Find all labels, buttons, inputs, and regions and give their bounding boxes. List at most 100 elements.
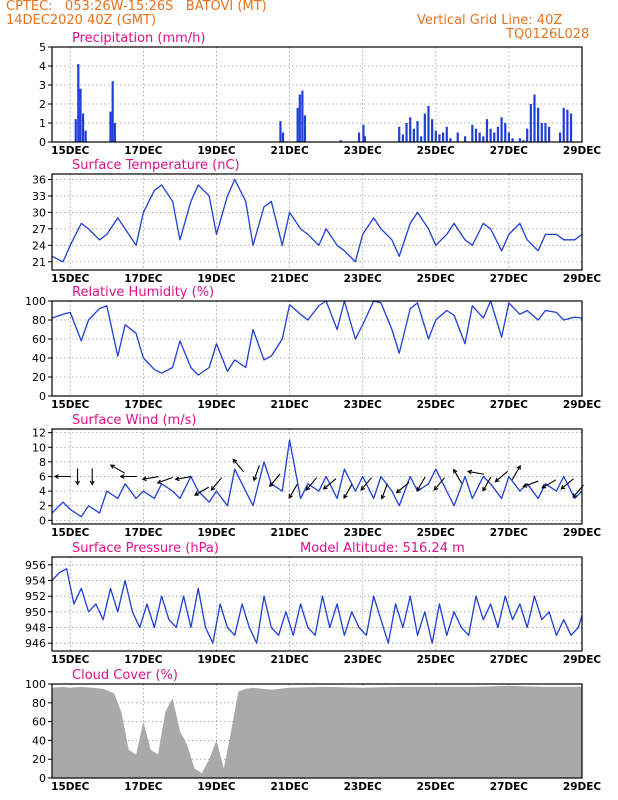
x-tick-label: 29DEC xyxy=(563,654,602,666)
panel-title: Surface Wind (m/s) xyxy=(72,413,196,428)
precip-bar xyxy=(482,136,485,142)
wind-arrow xyxy=(53,474,71,479)
x-tick-label: 15DEC xyxy=(51,273,90,285)
x-tick-label: 17DEC xyxy=(124,781,163,793)
precip-bar xyxy=(507,132,510,142)
x-tick-label: 21DEC xyxy=(270,527,309,539)
wind-arrow-head xyxy=(395,488,401,494)
wind-arrow xyxy=(433,477,446,491)
y-tick-label: 100 xyxy=(25,678,46,691)
wind-arrow xyxy=(156,476,174,485)
y-tick-label: 2 xyxy=(39,98,46,111)
x-tick-label: 25DEC xyxy=(417,145,456,157)
wind-arrow-shaft xyxy=(323,478,337,490)
rh-series-line xyxy=(51,300,583,376)
wind-arrow xyxy=(453,468,463,484)
y-tick-label: 20 xyxy=(32,371,46,384)
x-tick-label: 29DEC xyxy=(563,781,602,793)
precip-bar xyxy=(478,132,481,142)
y-tick-label: 954 xyxy=(25,575,46,588)
wind-arrow-head xyxy=(53,474,59,479)
wind-arrow-head xyxy=(572,493,578,499)
precip-bar xyxy=(339,140,342,142)
precip-bar xyxy=(511,138,514,142)
x-tick-label: 17DEC xyxy=(124,145,163,157)
wind-arrow-head xyxy=(494,477,500,483)
y-tick-label: 27 xyxy=(32,223,46,236)
wind-arrow-head xyxy=(466,469,473,475)
wind-arrow-head xyxy=(174,476,180,482)
wind-arrow xyxy=(174,476,192,482)
precip-bar xyxy=(405,123,408,142)
x-tick-label: 19DEC xyxy=(197,399,236,411)
wind-arrow-shaft xyxy=(453,469,463,484)
y-tick-label: 0 xyxy=(39,772,46,785)
precip-bar xyxy=(362,124,365,142)
precip-bar xyxy=(81,113,85,142)
precip-bar xyxy=(303,115,307,142)
wind-arrow-shaft xyxy=(110,464,125,474)
x-tick-label: 15DEC xyxy=(51,654,90,666)
panel-frame xyxy=(51,46,583,143)
y-tick-label: 36 xyxy=(32,173,46,186)
x-tick-label: 17DEC xyxy=(124,527,163,539)
y-tick-label: 80 xyxy=(32,697,46,710)
x-tick-label: 27DEC xyxy=(490,527,529,539)
wind-arrow-head xyxy=(380,494,386,500)
wind-arrow-head xyxy=(288,494,293,500)
precip-bar xyxy=(363,136,366,142)
precip-bar xyxy=(463,136,467,142)
panel-rh: Relative Humidity (%) 15DEC 17DEC 19DEC 21DE… xyxy=(25,285,601,411)
precip-bar xyxy=(529,104,532,142)
panel-wind: Surface Wind (m/s) 15DEC 17DEC 19DEC 21DEC 23… xyxy=(32,413,601,539)
y-tick-label: 0 xyxy=(39,136,46,149)
precip-bar xyxy=(500,117,503,142)
wind-arrow-shaft xyxy=(523,480,539,488)
x-tick-label: 23DEC xyxy=(344,145,383,157)
panel-title: Precipitation (mm/h) xyxy=(72,31,205,46)
wind-arrow-shaft xyxy=(157,476,174,484)
x-tick-label: 19DEC xyxy=(197,273,236,285)
panel-subtitle: Model Altitude: 516.24 m xyxy=(300,541,465,556)
panel-title: Relative Humidity (%) xyxy=(72,285,214,300)
header-datetime: 14DEC2020 40Z (GMT) xyxy=(6,13,157,28)
wind-arrow-head xyxy=(433,485,439,491)
y-tick-label: 950 xyxy=(25,606,46,619)
x-tick-label: 25DEC xyxy=(417,399,456,411)
precip-bar xyxy=(84,130,87,142)
wind-arrow-head xyxy=(109,464,115,469)
wind-arrow xyxy=(466,469,484,475)
wind-arrow xyxy=(269,473,281,488)
wind-arrow-head xyxy=(522,483,528,488)
precip-bar xyxy=(544,123,547,142)
y-tick-label: 10 xyxy=(32,441,46,454)
wind-series-line xyxy=(51,439,583,518)
y-tick-label: 24 xyxy=(32,239,46,252)
precip-bar xyxy=(298,94,301,142)
precip-bar xyxy=(427,105,430,142)
x-tick-label: 27DEC xyxy=(490,654,529,666)
precip-bar xyxy=(562,107,565,142)
x-tick-label: 15DEC xyxy=(51,145,90,157)
wind-arrow-head xyxy=(141,476,147,482)
precip-bar xyxy=(526,128,529,142)
wind-arrow xyxy=(119,474,137,479)
y-tick-label: 12 xyxy=(32,427,46,440)
wind-arrow-head xyxy=(119,474,125,479)
wind-arrow-head xyxy=(269,482,274,488)
precip-bar xyxy=(296,107,299,142)
wind-arrow-shaft xyxy=(360,477,372,491)
panel-cloud: Cloud Cover (%) 15DEC 17DEC 19DEC 21DEC 23DEC… xyxy=(25,668,601,793)
precip-bar xyxy=(357,132,361,142)
precip-bar xyxy=(540,123,543,142)
y-tick-label: 21 xyxy=(32,256,46,269)
x-tick-label: 25DEC xyxy=(417,527,456,539)
precip-bar xyxy=(401,134,404,142)
precip-bar xyxy=(518,138,521,142)
y-tick-label: 30 xyxy=(32,206,46,219)
x-tick-label: 21DEC xyxy=(270,781,309,793)
panel-temp: Surface Temperature (nC) 15DEC 17DEC 19DEC 2… xyxy=(32,158,601,285)
wind-arrow-shaft xyxy=(495,470,509,483)
y-tick-label: 40 xyxy=(32,352,46,365)
